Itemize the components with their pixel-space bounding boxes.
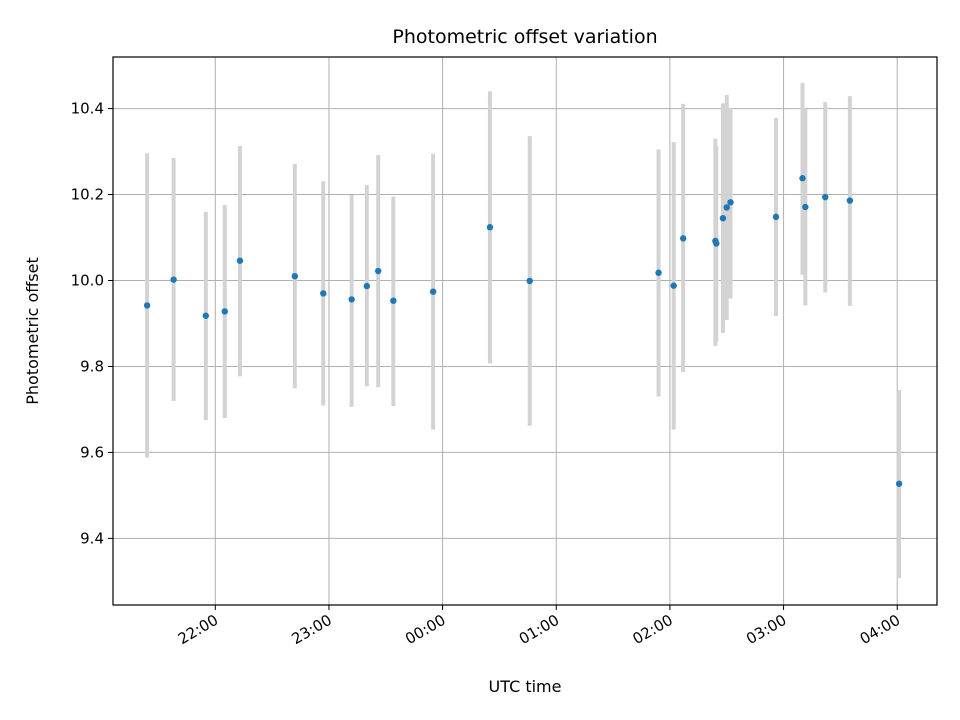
data-point <box>170 276 177 283</box>
y-tick-label: 9.4 <box>80 529 104 547</box>
data-point <box>670 282 677 289</box>
grid-lines <box>113 57 937 605</box>
data-point <box>719 214 727 222</box>
y-tick-label: 10.2 <box>71 186 104 204</box>
data-point <box>679 235 687 242</box>
plot-area-frame <box>112 56 938 606</box>
data-point <box>374 267 382 275</box>
data-point <box>348 296 355 303</box>
data-points <box>143 175 903 487</box>
data-point <box>713 240 720 247</box>
y-tick-label: 9.8 <box>80 357 104 375</box>
data-point <box>526 277 533 285</box>
data-point <box>390 297 397 304</box>
data-point <box>727 199 734 206</box>
data-point <box>236 257 244 264</box>
chart-title: Photometric offset variation <box>392 26 657 48</box>
data-point <box>143 302 151 309</box>
data-point <box>320 290 327 297</box>
x-axis-label: UTC time <box>489 677 562 696</box>
y-tick-label: 9.6 <box>80 443 104 461</box>
data-point <box>799 175 806 182</box>
data-point <box>202 312 210 319</box>
data-point <box>363 282 371 290</box>
data-point <box>723 204 730 211</box>
y-axis-ticks: 9.4 9.6 9.8 10.0 10.2 10.4 <box>71 100 113 547</box>
data-point <box>822 193 829 201</box>
y-axis-label: Photometric offset <box>23 257 42 405</box>
data-point <box>772 213 780 221</box>
data-point <box>895 480 903 487</box>
data-point <box>802 203 809 211</box>
data-point <box>221 308 228 315</box>
data-point <box>429 288 437 295</box>
y-tick-label: 10.0 <box>71 271 104 289</box>
data-point <box>291 273 299 280</box>
y-tick-label: 10.4 <box>71 100 104 118</box>
data-point <box>486 224 494 231</box>
data-point <box>655 269 662 276</box>
data-point <box>846 197 854 204</box>
